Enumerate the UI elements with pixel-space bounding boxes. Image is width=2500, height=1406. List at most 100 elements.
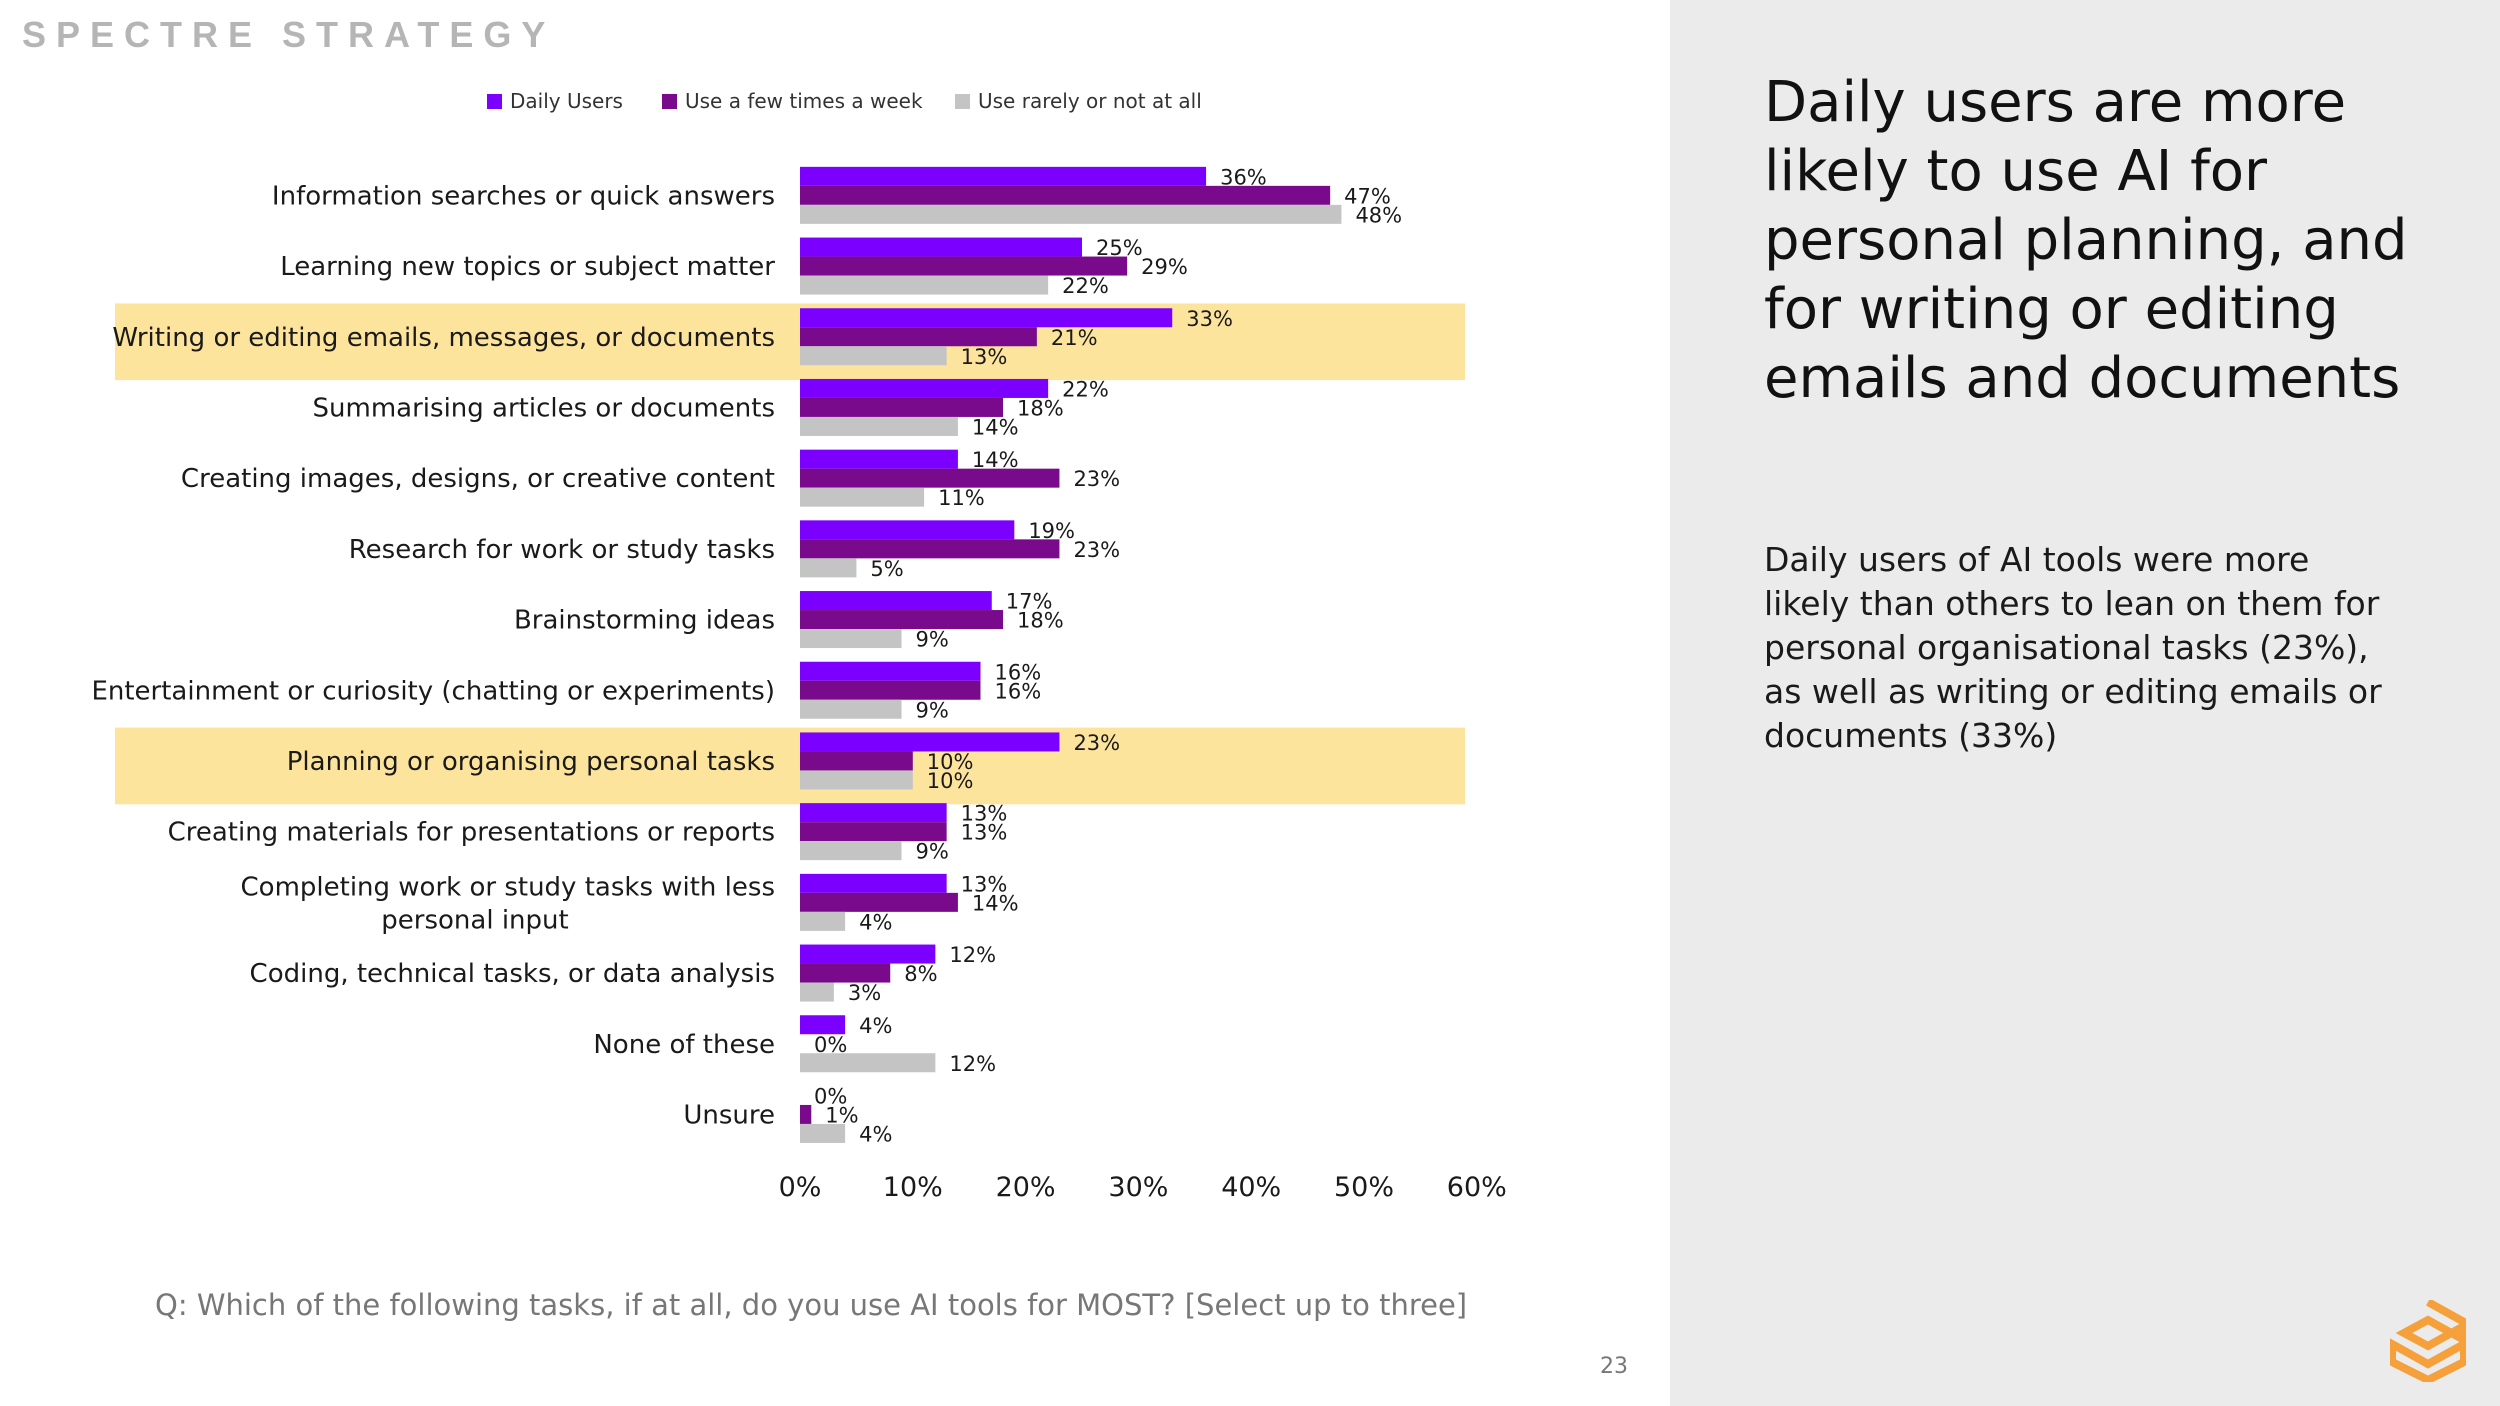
page-number: 23	[1600, 1354, 1628, 1379]
bar	[800, 520, 1015, 540]
data-label: 12%	[949, 1052, 996, 1076]
bar	[800, 822, 947, 842]
data-label: 23%	[1073, 731, 1120, 755]
bar	[800, 732, 1060, 752]
data-label: 23%	[1073, 538, 1120, 562]
bar	[800, 680, 981, 700]
legend-swatch	[955, 94, 970, 109]
bar	[800, 841, 902, 861]
data-label: 11%	[938, 486, 985, 510]
data-label: 4%	[859, 910, 892, 934]
category-label: Learning new topics or subject matter	[280, 252, 775, 282]
data-label: 9%	[916, 840, 949, 864]
data-label: 10%	[927, 769, 974, 793]
bar	[800, 699, 902, 719]
data-label: 25%	[1096, 236, 1143, 260]
brand-logo-text: SPECTRE STRATEGY	[22, 14, 556, 55]
survey-question: Q: Which of the following tasks, if at a…	[155, 1288, 1468, 1322]
x-tick-label: 30%	[1108, 1172, 1168, 1203]
bar	[800, 237, 1082, 257]
bar	[800, 629, 902, 649]
bar	[800, 378, 1049, 398]
bar	[800, 911, 846, 931]
data-label: 33%	[1186, 307, 1233, 331]
bar	[800, 610, 1004, 630]
bar	[800, 591, 992, 611]
bar	[800, 963, 891, 983]
data-label: 17%	[1006, 590, 1053, 614]
category-label: Information searches or quick answers	[272, 181, 775, 211]
data-label: 1%	[825, 1103, 858, 1127]
category-label: Creating materials for presentations or …	[168, 818, 775, 848]
category-label: Writing or editing emails, messages, or …	[112, 323, 775, 353]
bar	[800, 770, 913, 790]
data-label: 36%	[1220, 165, 1267, 189]
data-label: 29%	[1141, 255, 1188, 279]
bar	[800, 982, 834, 1002]
legend-label: Use rarely or not at all	[978, 89, 1202, 113]
slide-body-text: Daily users of AI tools were more likely…	[1764, 540, 2382, 755]
data-label: 8%	[904, 962, 937, 986]
highlight-band	[115, 727, 1465, 805]
x-tick-label: 60%	[1447, 1172, 1507, 1203]
data-label: 14%	[972, 448, 1019, 472]
data-label: 16%	[994, 679, 1041, 703]
data-label: 0%	[814, 1033, 847, 1057]
bar	[800, 1053, 936, 1073]
legend-swatch	[662, 94, 677, 109]
legend-swatch	[487, 94, 502, 109]
bar	[800, 397, 1004, 417]
category-label: Entertainment or curiosity (chatting or …	[91, 676, 775, 706]
bar	[800, 892, 958, 912]
data-label: 18%	[1017, 396, 1064, 420]
bar	[800, 487, 925, 507]
category-label: Planning or organising personal tasks	[287, 747, 775, 777]
legend-label: Daily Users	[510, 89, 623, 113]
bar	[800, 185, 1331, 205]
data-label: 13%	[961, 345, 1008, 369]
category-label: Creating images, designs, or creative co…	[181, 464, 775, 494]
data-label: 18%	[1017, 609, 1064, 633]
data-label: 13%	[961, 802, 1008, 826]
bar	[800, 539, 1060, 559]
spectre-logo-icon	[2390, 1300, 2466, 1382]
bar	[800, 1104, 812, 1124]
bar	[800, 204, 1342, 224]
bar	[800, 346, 947, 366]
data-label: 4%	[859, 1014, 892, 1038]
bar-chart: Daily Users Use a few times a week Use rar…	[91, 89, 1507, 1203]
highlight-band	[115, 303, 1465, 381]
data-label: 3%	[848, 981, 881, 1005]
slide-headline: Daily users are more likely to use AI fo…	[1764, 70, 2408, 411]
data-label: 10%	[927, 750, 974, 774]
x-tick-label: 20%	[996, 1172, 1056, 1203]
data-label: 14%	[972, 415, 1019, 439]
bar	[800, 308, 1173, 328]
bar	[800, 416, 958, 436]
data-label: 23%	[1073, 467, 1120, 491]
bar	[800, 327, 1037, 347]
x-tick-label: 50%	[1334, 1172, 1394, 1203]
bar	[800, 558, 857, 578]
data-label: 4%	[859, 1122, 892, 1146]
category-label: Coding, technical tasks, or data analysi…	[250, 959, 775, 989]
legend-label: Use a few times a week	[685, 89, 923, 113]
data-label: 13%	[961, 821, 1008, 845]
category-label: Research for work or study tasks	[349, 535, 775, 565]
category-label: Brainstorming ideas	[514, 606, 775, 636]
data-label: 0%	[814, 1084, 847, 1108]
data-label: 9%	[916, 628, 949, 652]
category-label: Summarising articles or documents	[313, 393, 775, 423]
category-label: None of these	[593, 1030, 775, 1060]
bar	[800, 1123, 846, 1143]
bar	[800, 275, 1049, 295]
data-label: 21%	[1051, 326, 1098, 350]
bar	[800, 944, 936, 964]
data-label: 19%	[1028, 519, 1075, 543]
x-tick-label: 10%	[883, 1172, 943, 1203]
bar	[800, 873, 947, 893]
x-tick-label: 40%	[1221, 1172, 1281, 1203]
x-tick-label: 0%	[779, 1172, 822, 1203]
bar	[800, 256, 1128, 276]
category-label: Unsure	[683, 1100, 775, 1130]
